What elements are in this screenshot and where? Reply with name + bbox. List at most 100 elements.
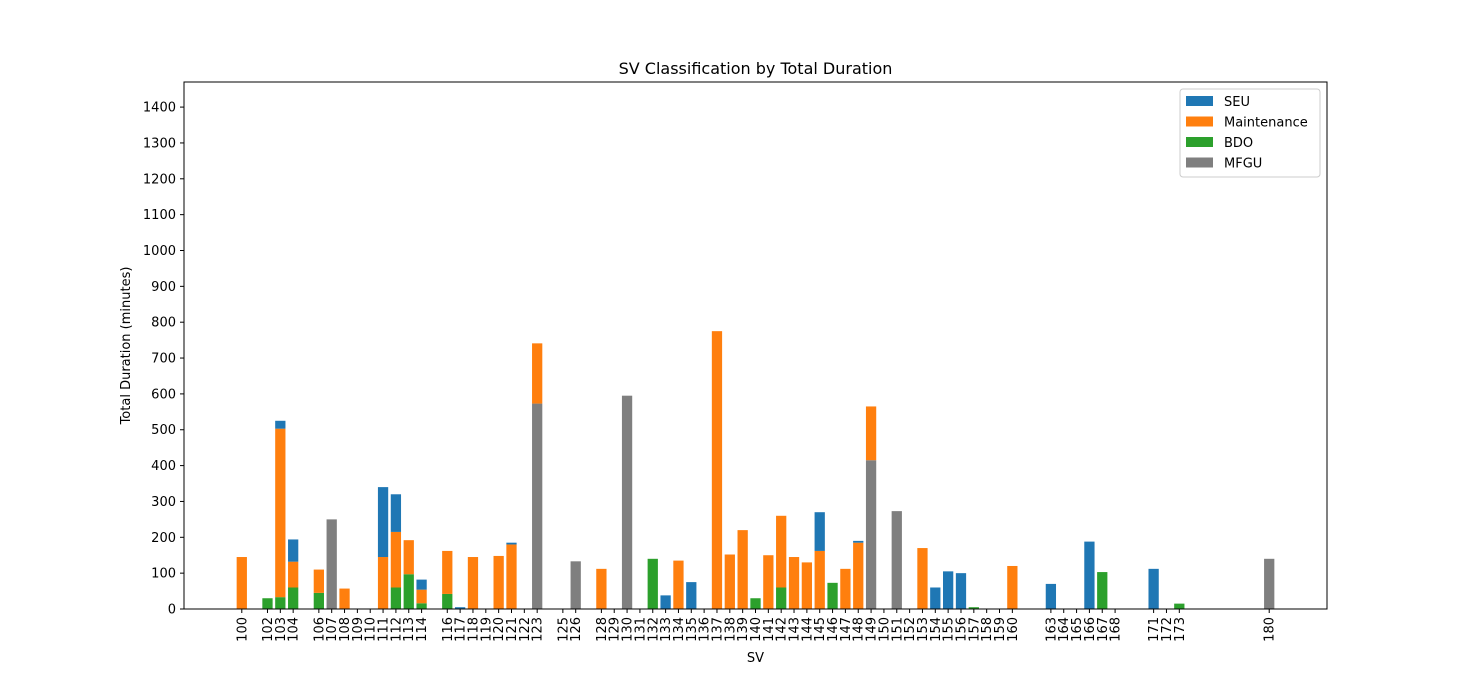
bar-bdo-103: [275, 597, 286, 609]
x-tick-label: 165: [1070, 617, 1085, 642]
x-tick-label: 164: [1057, 617, 1072, 642]
x-tick-label: 146: [826, 617, 841, 642]
x-tick-label: 110: [364, 617, 379, 642]
bar-bdo-113: [403, 574, 414, 609]
x-tick-label: 120: [492, 617, 507, 642]
x-tick-label: 163: [1044, 617, 1059, 642]
bar-bdo-140: [750, 598, 761, 609]
x-tick-label: 130: [621, 617, 636, 642]
legend-label-maintenance: Maintenance: [1224, 116, 1308, 131]
bar-maintenance-139: [737, 530, 748, 609]
bar-maintenance-134: [673, 560, 684, 609]
y-tick-label: 500: [151, 423, 176, 438]
bar-maintenance-148: [853, 542, 864, 609]
x-tick-label: 118: [466, 617, 481, 642]
bar-maintenance-100: [236, 557, 247, 609]
x-tick-label: 155: [942, 617, 957, 642]
y-tick-label: 700: [151, 352, 176, 367]
bar-maintenance-123: [532, 343, 543, 404]
x-tick-label: 158: [980, 617, 995, 642]
bar-maintenance-108: [339, 588, 350, 609]
x-tick-label: 142: [775, 617, 790, 642]
bars-layer: [236, 331, 1275, 609]
legend-swatch-seu: [1186, 96, 1213, 106]
x-tick-label: 107: [325, 617, 340, 642]
x-tick-label: 134: [672, 617, 687, 642]
bar-maintenance-145: [814, 550, 825, 609]
bar-maintenance-138: [724, 554, 735, 609]
x-tick-label: 144: [800, 617, 815, 642]
y-tick-label: 800: [151, 316, 176, 331]
bar-maintenance-113: [403, 540, 414, 575]
legend-swatch-mfgu: [1186, 157, 1213, 168]
x-tick-label: 147: [839, 617, 854, 642]
x-tick-label: 136: [698, 617, 713, 642]
bar-seu-111: [377, 487, 389, 558]
x-tick-label: 102: [261, 617, 276, 642]
legend-label-bdo: BDO: [1224, 136, 1253, 151]
bar-maintenance-121: [506, 544, 517, 609]
x-tick-label: 167: [1096, 617, 1111, 642]
bar-maintenance-143: [788, 557, 800, 609]
bar-maintenance-103: [275, 428, 286, 598]
bar-maintenance-149: [865, 406, 877, 461]
x-tick-label: 119: [479, 617, 494, 642]
x-tick-label: 145: [813, 617, 828, 642]
x-tick-label: 112: [389, 617, 404, 642]
x-tick-label: 132: [646, 617, 661, 642]
bar-seu-103: [275, 420, 286, 429]
x-tick-label: 108: [338, 617, 353, 642]
bar-maintenance-142: [776, 515, 787, 588]
x-tick-label: 123: [531, 617, 546, 642]
x-tick-label: 154: [929, 617, 944, 642]
y-tick-label: 1000: [143, 244, 176, 259]
x-tick-label: 157: [967, 617, 982, 642]
x-tick-label: 126: [569, 617, 584, 642]
y-tick-label: 200: [151, 531, 176, 546]
x-tick-label: 116: [441, 617, 456, 642]
y-tick-label: 1200: [143, 172, 176, 187]
bar-seu-117: [454, 607, 466, 609]
x-tick-label: 104: [287, 617, 302, 642]
y-tick-label: 600: [151, 387, 176, 402]
y-tick-label: 900: [151, 280, 176, 295]
x-tick-label: 171: [1147, 617, 1162, 642]
bar-maintenance-141: [763, 555, 774, 609]
x-tick-label: 111: [377, 617, 392, 642]
bar-seu-114: [416, 579, 427, 590]
plot-area-frame: [183, 81, 1328, 610]
x-tick-label: 168: [1109, 617, 1124, 642]
x-tick-label: 109: [351, 617, 366, 642]
bar-maintenance-116: [442, 550, 453, 594]
x-tick-label: 106: [312, 617, 327, 642]
bar-maintenance-112: [390, 531, 402, 588]
bar-seu-148: [853, 540, 864, 543]
bar-mfgu-151: [891, 511, 902, 609]
bar-maintenance-104: [288, 561, 299, 588]
x-tick-label: 153: [916, 617, 931, 642]
x-tick-label: 137: [710, 617, 725, 642]
bar-maintenance-111: [377, 557, 389, 609]
bar-bdo-114: [416, 603, 427, 609]
x-tick-label: 151: [890, 617, 905, 642]
y-axis-label: Total Duration (minutes): [119, 267, 134, 426]
bar-mfgu-123: [532, 403, 543, 609]
x-tick-label: 128: [595, 617, 610, 642]
x-tick-label: 138: [723, 617, 738, 642]
y-axis: 0 100 200 300 400 500 600 700 800 900 1000 1100 1200…: [143, 101, 184, 618]
bar-seu-121: [506, 542, 517, 545]
bar-mfgu-149: [865, 460, 877, 609]
bar-bdo-173: [1174, 603, 1185, 609]
bar-seu-133: [660, 595, 671, 609]
x-tick-label: 129: [608, 617, 623, 642]
bar-bdo-104: [288, 587, 299, 609]
bar-seu-154: [930, 587, 941, 609]
bar-maintenance-106: [313, 569, 324, 593]
bar-bdo-116: [442, 593, 453, 609]
x-tick-label: 100: [235, 617, 250, 642]
bar-maintenance-114: [416, 589, 427, 604]
x-tick-label: 113: [402, 617, 417, 642]
x-tick-label: 180: [1263, 617, 1278, 642]
